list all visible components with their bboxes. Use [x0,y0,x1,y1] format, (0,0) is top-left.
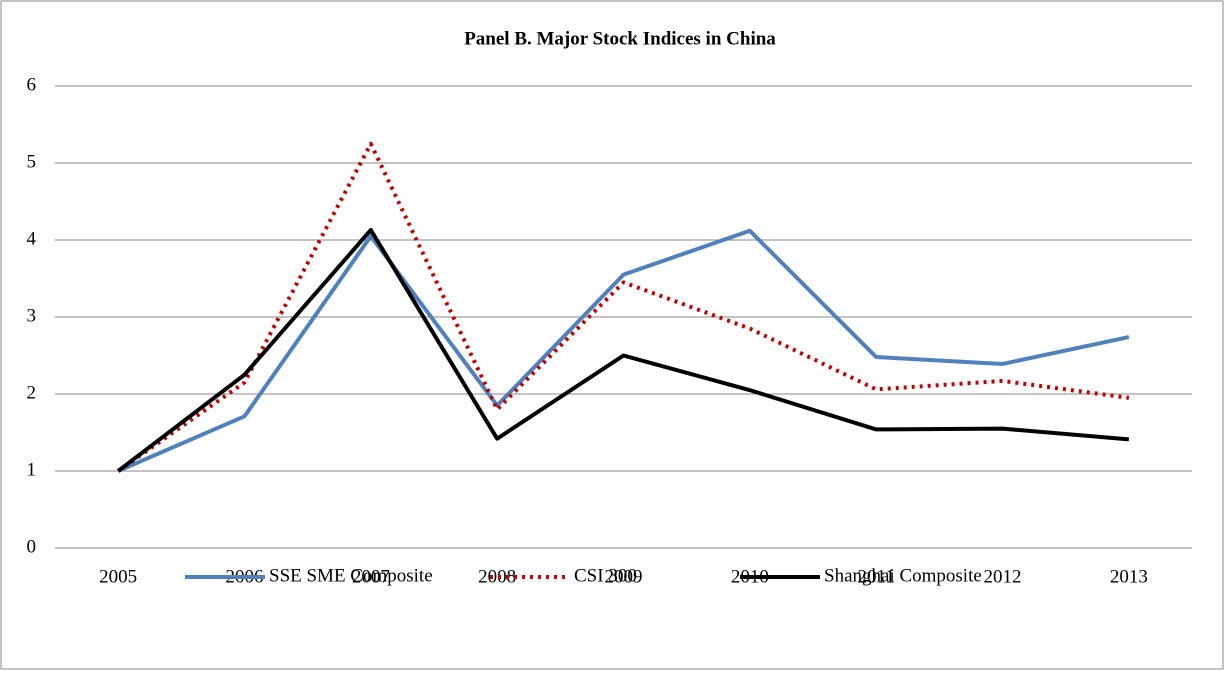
y-tick-label: 2 [27,382,37,403]
legend-label: CSI 300 [574,565,637,586]
series-line [117,141,1130,473]
x-tick-label: 2009 [605,566,643,587]
y-tick-label: 6 [27,74,37,95]
chart-title: Panel B. Major Stock Indices in China [464,28,776,49]
x-tick-label: 2012 [984,566,1022,587]
y-tick-label: 0 [27,536,37,557]
legend-label: Shanghai Composite [824,565,982,586]
x-tick-label: 2005 [99,566,137,587]
x-tick-label: 2013 [1110,566,1148,587]
x-tick-label: 2011 [858,566,895,587]
y-tick-label: 1 [27,459,37,480]
x-tick-label: 2007 [352,566,390,587]
series-line [116,227,1130,473]
series-line [117,228,1130,473]
y-tick-label: 4 [27,228,37,249]
y-tick-label: 3 [27,305,37,326]
y-tick-label: 5 [27,151,37,172]
legend-label: SSE SME Composite [269,565,433,586]
x-tick-label: 2008 [478,566,516,587]
